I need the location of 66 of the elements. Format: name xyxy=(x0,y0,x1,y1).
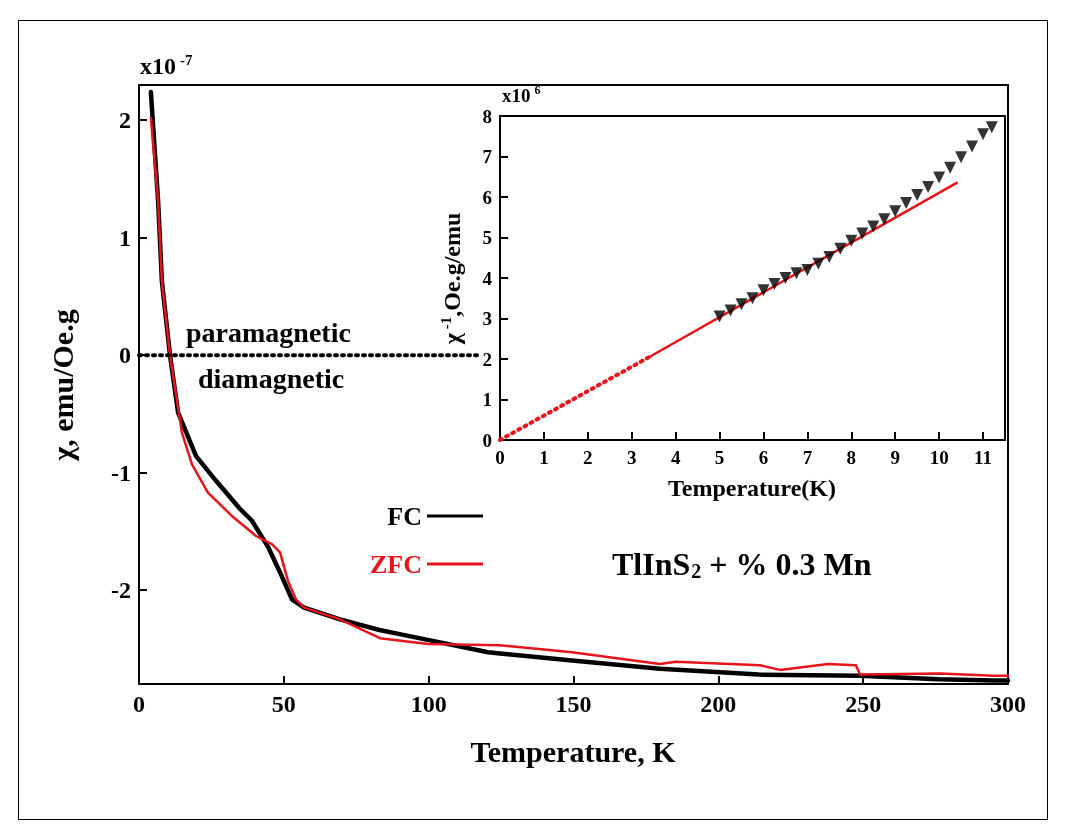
y-axis-title: χ, emu/Oe.g xyxy=(45,309,79,462)
point xyxy=(955,151,968,164)
x-tick-label: 9 xyxy=(890,447,900,468)
point xyxy=(985,121,998,134)
x-tick-label: 4 xyxy=(670,447,681,468)
y-axis-title: χ-1,Oe.g/emu xyxy=(437,212,465,346)
point xyxy=(900,197,913,210)
x-tick-label: 200 xyxy=(700,691,737,717)
y-tick-label: 4 xyxy=(482,267,493,289)
y-tick-label: -2 xyxy=(111,577,131,604)
point xyxy=(878,213,891,226)
x-tick-label: 250 xyxy=(845,691,882,717)
point xyxy=(746,292,759,305)
point xyxy=(713,310,726,323)
x-tick-label: 2 xyxy=(583,447,593,468)
x-tick-label: 7 xyxy=(802,447,813,468)
point xyxy=(944,161,957,174)
x-tick-label: 300 xyxy=(990,691,1026,717)
point xyxy=(823,250,836,263)
point xyxy=(922,180,935,193)
x-tick-label: 11 xyxy=(974,447,993,468)
x-axis-title: Temperature(K) xyxy=(668,475,836,501)
x-tick-label: 3 xyxy=(626,447,637,468)
x-tick-label: 5 xyxy=(714,447,725,468)
x-tick-label: 150 xyxy=(555,691,592,717)
point xyxy=(856,227,869,240)
point xyxy=(735,298,748,311)
annotation: diamagnetic xyxy=(198,362,345,394)
y-tick-label: 5 xyxy=(482,227,492,248)
y-tick-label: 2 xyxy=(482,348,492,370)
y-tick-label: -1 xyxy=(111,459,131,486)
y-tick-label: 0 xyxy=(119,342,131,369)
x-tick-label: 8 xyxy=(846,447,857,468)
y-tick-label: 1 xyxy=(482,389,492,410)
annotation: TlInS2 + % 0.3 Mn xyxy=(612,546,872,582)
y-tick-label: 3 xyxy=(482,308,492,329)
point xyxy=(966,140,979,153)
legend-label: FC xyxy=(387,501,422,531)
x-tick-label: 10 xyxy=(929,447,949,468)
y-tick-label: 6 xyxy=(482,186,492,208)
x-tick-label: 100 xyxy=(410,691,447,717)
point xyxy=(977,128,990,141)
point xyxy=(768,278,781,291)
annotation: paramagnetic xyxy=(186,316,351,348)
point xyxy=(911,188,924,201)
x-tick-label: 6 xyxy=(758,447,769,468)
point xyxy=(724,304,737,317)
point xyxy=(889,205,902,218)
legend-label: ZFC xyxy=(370,549,422,579)
point xyxy=(812,257,825,270)
y-tick-label: 2 xyxy=(119,107,131,134)
x-tick-label: 1 xyxy=(539,447,549,468)
point xyxy=(801,263,814,276)
x-tick-label: 50 xyxy=(271,691,296,717)
point xyxy=(834,242,847,255)
point xyxy=(757,284,770,297)
y-tick-label: 7 xyxy=(482,146,493,167)
point xyxy=(867,220,880,233)
point xyxy=(790,267,803,280)
y-tick-label: 0 xyxy=(482,429,492,451)
y-tick-label: 1 xyxy=(119,224,131,251)
x-axis-title: Temperature, K xyxy=(470,734,677,768)
y-tick-label: 8 xyxy=(482,105,492,127)
point xyxy=(933,171,946,184)
point xyxy=(779,272,792,284)
point xyxy=(845,234,858,247)
